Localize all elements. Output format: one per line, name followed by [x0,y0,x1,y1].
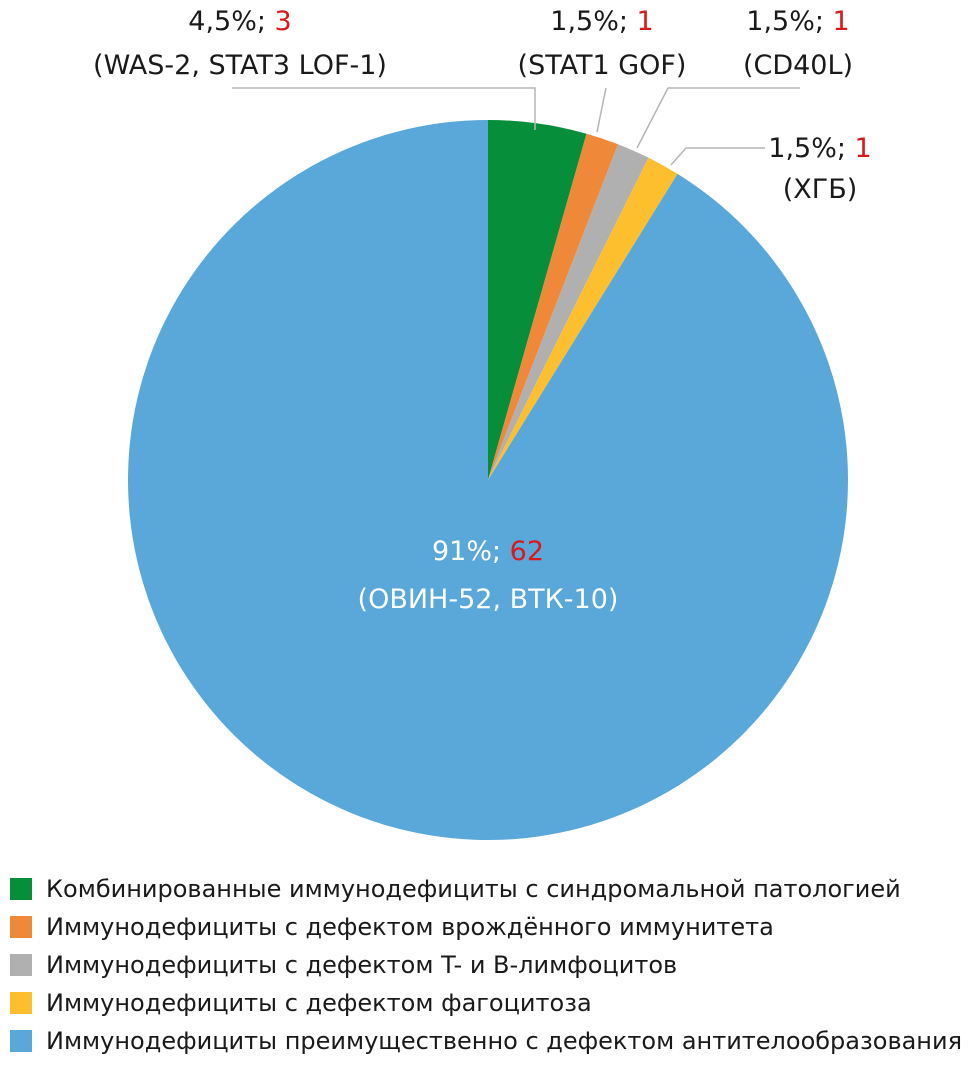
slice-detail-label: (ХГБ) [783,174,858,205]
legend-swatch [10,1030,32,1052]
legend-item: Иммунодефициты с дефектом врождённого им… [10,908,975,946]
legend-label: Иммунодефициты преимущественно с дефекто… [46,1027,963,1055]
legend-label: Иммунодефициты с дефектом фагоцитоза [46,989,592,1017]
legend-swatch [10,954,32,976]
legend-item: Иммунодефициты с дефектом T- и B-лимфоци… [10,946,975,984]
slice-value-label: 1,5%; 1 [550,6,653,37]
legend-label: Иммунодефициты с дефектом T- и B-лимфоци… [46,951,678,979]
legend: Комбинированные иммунодефициты с синдром… [10,870,975,1060]
slice-detail-label: (ОВИН-52, ВТК-10) [358,584,619,615]
leader-line [670,147,765,166]
pie-slice [128,120,849,841]
pie-slice [488,144,649,480]
slice-value-label: 1,5%; 1 [768,133,871,164]
pie-slice [488,120,587,480]
legend-item: Комбинированные иммунодефициты с синдром… [10,870,975,908]
legend-item: Иммунодефициты преимущественно с дефекто… [10,1022,975,1060]
pie-slice [488,157,678,481]
slice-detail-label: (CD40L) [743,50,853,81]
legend-swatch [10,916,32,938]
leader-line [636,87,800,149]
slice-detail-label: (STAT1 GOF) [518,50,687,81]
legend-label: Иммунодефициты с дефектом врождённого им… [46,913,774,941]
leader-line [596,87,607,133]
pie-slice [488,133,619,481]
slice-value-label: 91%; 62 [432,536,544,567]
pie-chart: 4,5%; 3 (WAS-2, STAT3 LOF-1) 1,5%; 1 (STAT1… [93,6,872,841]
leader-line [232,87,536,130]
slice-value-label: 1,5%; 1 [746,6,849,37]
legend-swatch [10,878,32,900]
legend-item: Иммунодефициты с дефектом фагоцитоза [10,984,975,1022]
legend-label: Комбинированные иммунодефициты с синдром… [46,875,901,903]
legend-swatch [10,992,32,1014]
slice-value-label: 4,5%; 3 [188,6,291,37]
slice-detail-label: (WAS-2, STAT3 LOF-1) [93,50,387,81]
